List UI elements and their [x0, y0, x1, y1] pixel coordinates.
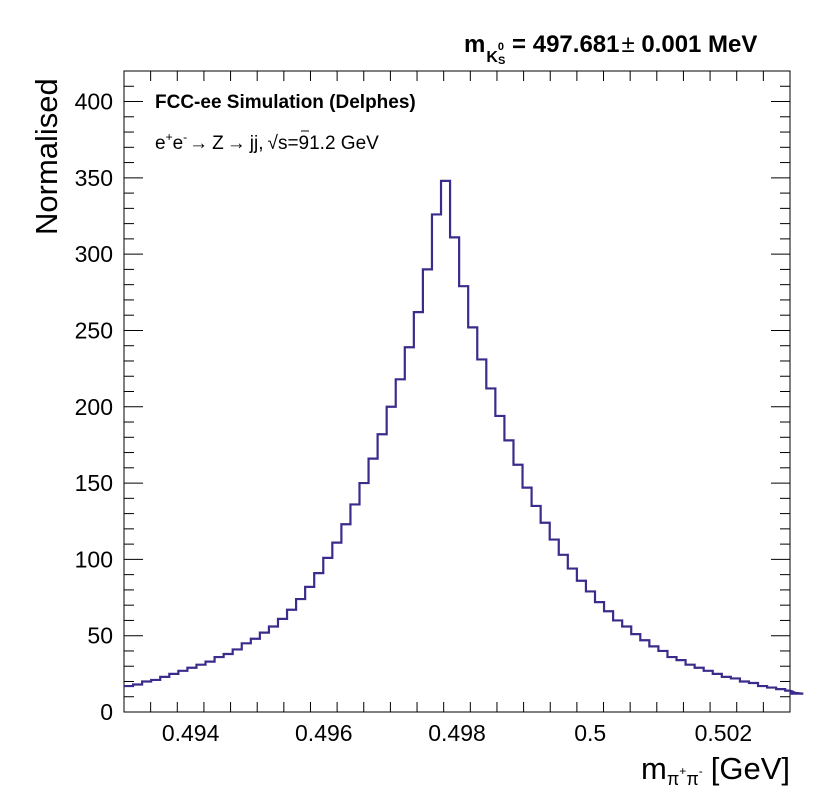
x-tick-label: 0.498	[428, 720, 486, 746]
y-tick-label: 200	[75, 394, 113, 420]
title-particle-sub: S	[498, 55, 505, 67]
x-tick-label: 0.496	[295, 720, 353, 746]
y-tick-label: 350	[75, 165, 113, 191]
y-tick-label: 150	[75, 470, 113, 496]
plot-frame	[123, 70, 791, 713]
axis-ticks	[123, 70, 791, 713]
y-tick-labels: 0 50 100 150 200 250 300 350 400	[75, 89, 113, 725]
title-mass-symbol: m	[464, 31, 485, 58]
x-tick-label: 0.5	[574, 720, 606, 746]
x-tick-labels: 0.494 0.496 0.498 0.5 0.502	[162, 720, 752, 746]
title-particle: K	[486, 49, 498, 66]
y-tick-label: 50	[87, 623, 113, 649]
y-tick-label: 0	[100, 699, 113, 725]
x-axis-label: mπ+π- [GeV]	[641, 751, 790, 789]
title-pm: ±	[621, 31, 634, 58]
process-label: e+e- → Z → jj, √s=91.2 GeV	[155, 130, 379, 154]
title-error: 0.001 MeV	[635, 31, 758, 58]
experiment-label: FCC-ee Simulation (Delphes)	[155, 92, 416, 113]
histogram-line	[124, 179, 804, 695]
chart-title: mK0 S = 497.681± 0.001 MeV	[464, 31, 757, 67]
title-value: = 497.681	[505, 31, 619, 58]
title-particle-sup: 0	[498, 41, 504, 53]
y-tick-label: 400	[75, 89, 113, 115]
y-tick-label: 300	[75, 241, 113, 267]
y-tick-label: 250	[75, 317, 113, 343]
x-tick-label: 0.502	[695, 720, 753, 746]
x-tick-label: 0.494	[162, 720, 220, 746]
y-axis-label: Normalised	[29, 78, 64, 235]
y-tick-label: 100	[75, 546, 113, 572]
